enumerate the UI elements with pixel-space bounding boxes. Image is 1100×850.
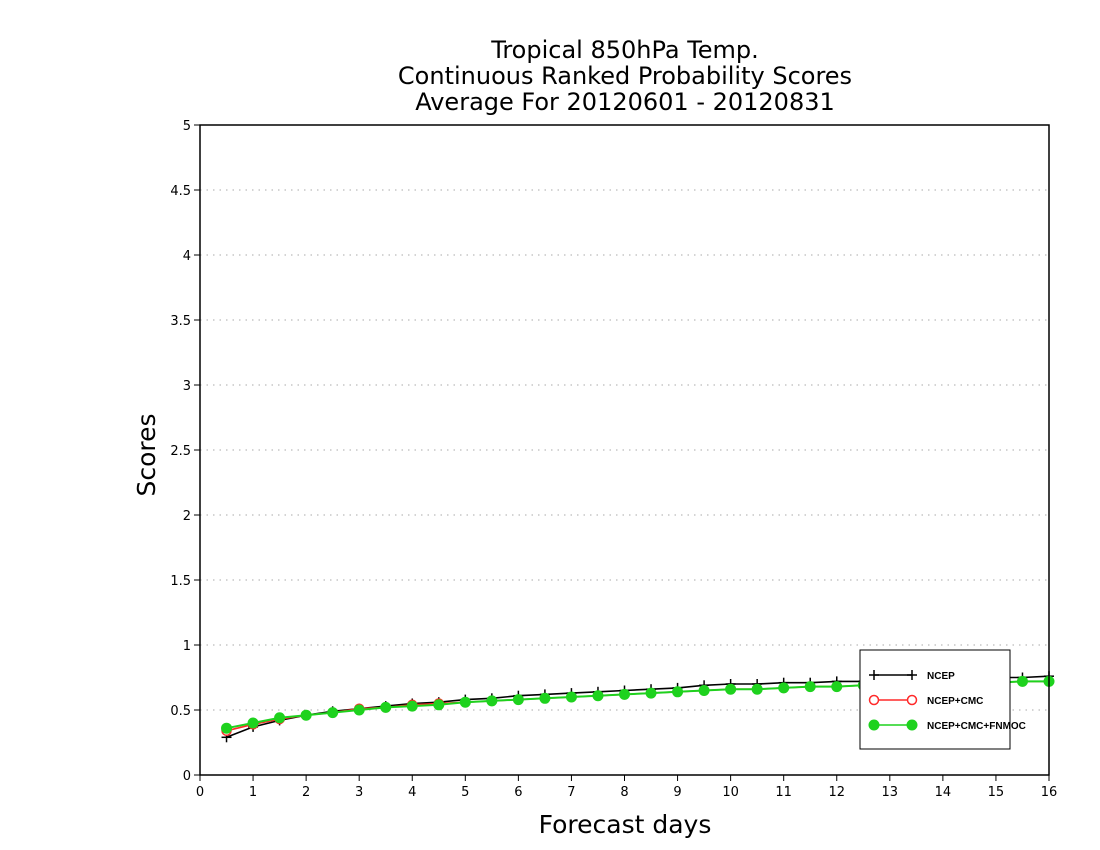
x-tick-label: 12 [828,785,845,800]
data-point [592,690,604,702]
y-tick-label: 3 [183,379,191,394]
legend-marker [906,719,918,731]
data-point [565,691,577,703]
legend-entry-3: NCEP+CMC+FNMOC [868,719,1026,732]
data-point [645,687,657,699]
x-tick-label: 7 [567,785,575,800]
legend: NCEP NCEP+CMC NCEP+CMC+FNMOC [859,649,1026,750]
y-tick-label: 4 [183,249,191,264]
x-tick-label: 4 [408,785,416,800]
data-point [247,717,259,729]
x-tick-label: 10 [722,785,739,800]
data-point [619,688,630,700]
data-point [1016,675,1028,687]
legend-label: NCEP+CMC [927,696,983,707]
y-axis-label: Scores [132,413,161,496]
legend-entry-2: NCEP+CMC [868,694,983,707]
data-point [300,709,312,721]
legend-label: NCEP+CMC+FNMOC [927,721,1026,732]
x-tick-label: 6 [514,785,522,800]
x-axis-label: Forecast days [539,810,712,839]
x-tick-label: 1 [249,785,257,800]
x-tick-label: 0 [196,785,204,800]
x-tick-label: 2 [302,785,310,800]
x-tick-label: 11 [775,785,792,800]
data-point [380,701,392,713]
data-point [804,681,816,693]
legend-marker [906,694,918,706]
y-tick-label: 3.5 [170,314,191,329]
data-point [486,695,498,707]
x-tick-label: 3 [355,785,363,800]
y-tick-label: 5 [183,119,191,134]
legend-marker [868,719,880,731]
title-line-3: Average For 20120601 - 20120831 [415,88,835,116]
y-axis-ticks: 0 0.5 1 1.5 2 2.5 3 3.5 4 4.5 5 [170,119,200,784]
legend-label: NCEP [927,671,955,682]
y-tick-label: 1 [183,639,191,654]
title-line-2: Continuous Ranked Probability Scores [398,62,852,90]
y-tick-label: 2 [183,509,191,524]
legend-marker [868,694,880,706]
data-point [725,683,737,695]
data-point [221,722,233,734]
x-tick-label: 9 [673,785,681,800]
data-point [406,700,418,712]
data-point [433,699,445,711]
x-tick-label: 5 [461,785,469,800]
x-tick-label: 15 [988,785,1005,800]
legend-entry-1: NCEP [869,670,955,682]
y-tick-label: 2.5 [170,444,191,459]
x-tick-label: 13 [882,785,899,800]
data-point [539,692,551,704]
data-point [353,704,365,716]
legend-marker [869,670,879,680]
data-point [751,683,763,695]
data-point [327,707,339,719]
y-tick-label: 1.5 [170,574,191,589]
x-tick-label: 16 [1041,785,1058,800]
x-axis-ticks: 0 1 2 3 4 5 6 7 8 9 10 11 12 13 14 15 16 [196,775,1057,800]
title-line-1: Tropical 850hPa Temp. [490,36,759,64]
data-point [698,685,710,696]
y-tick-label: 0.5 [170,704,191,719]
legend-marker [907,670,917,680]
x-tick-label: 8 [620,785,628,800]
data-point [274,712,286,724]
y-tick-label: 0 [183,769,191,784]
data-point [512,694,524,706]
data-point [778,682,790,694]
x-tick-label: 14 [935,785,952,800]
chart-title: Tropical 850hPa Temp. Continuous Ranked … [398,36,852,116]
data-point [831,681,843,693]
data-point [672,686,684,698]
data-point [459,696,471,708]
gridlines [200,189,1049,711]
y-tick-label: 4.5 [170,184,191,199]
